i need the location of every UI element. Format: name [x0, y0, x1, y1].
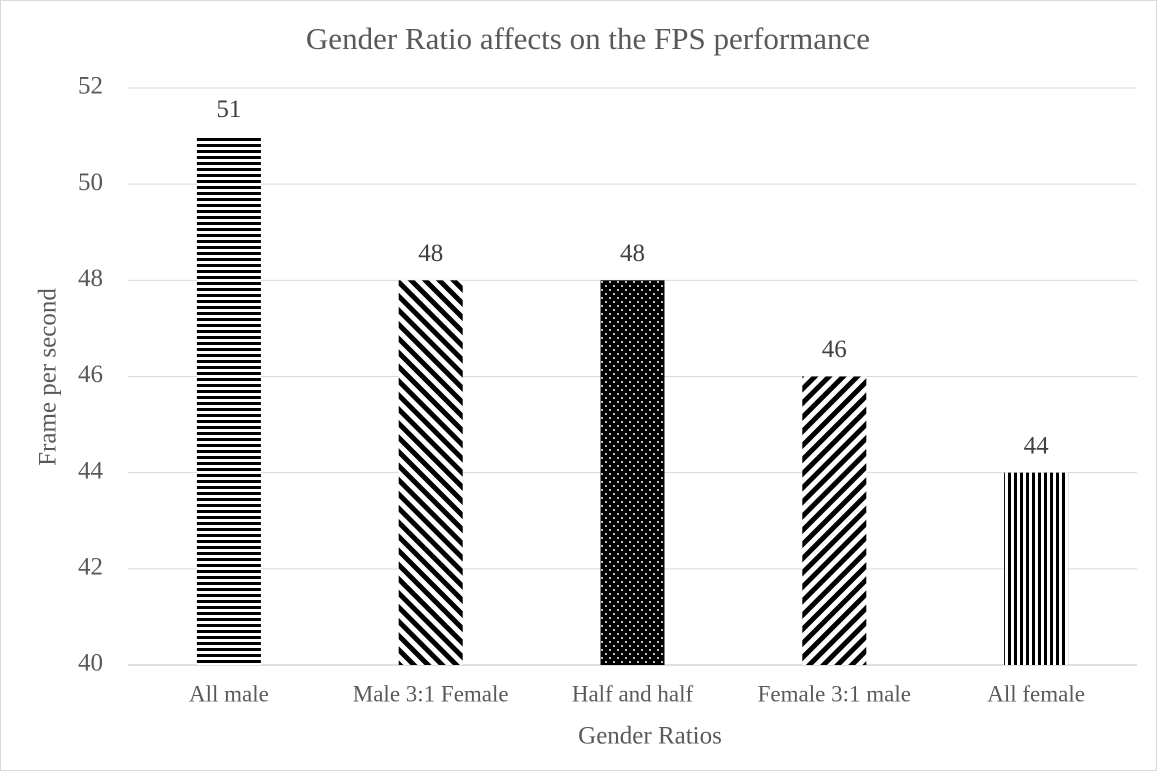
x-tick-label: Female 3:1 male: [758, 681, 911, 706]
x-tick-label: Half and half: [572, 681, 694, 706]
y-axis-title: Frame per second: [35, 288, 62, 466]
bar: [398, 280, 463, 665]
data-label: 51: [216, 96, 241, 123]
x-tick-label: All female: [987, 681, 1085, 706]
y-tick-label: 44: [78, 457, 104, 484]
y-tick-label: 46: [78, 361, 103, 388]
y-tick-label: 50: [78, 169, 103, 196]
data-label: 48: [418, 240, 443, 267]
x-tick-label: All male: [189, 681, 269, 706]
y-tick-label: 48: [78, 265, 103, 292]
y-tick-label: 52: [78, 73, 103, 100]
bar: [600, 280, 665, 665]
bar: [802, 376, 867, 665]
x-tick-label: Male 3:1 Female: [353, 681, 509, 706]
x-axis-title: Gender Ratios: [578, 723, 722, 750]
y-tick-label: 42: [78, 554, 103, 581]
chart-title: Gender Ratio affects on the FPS performa…: [306, 21, 870, 56]
bar: [1004, 472, 1069, 665]
data-label: 44: [1024, 432, 1050, 459]
bar: [196, 136, 261, 666]
data-label: 46: [822, 336, 847, 363]
data-label: 48: [620, 240, 645, 267]
y-tick-label: 40: [78, 650, 103, 677]
